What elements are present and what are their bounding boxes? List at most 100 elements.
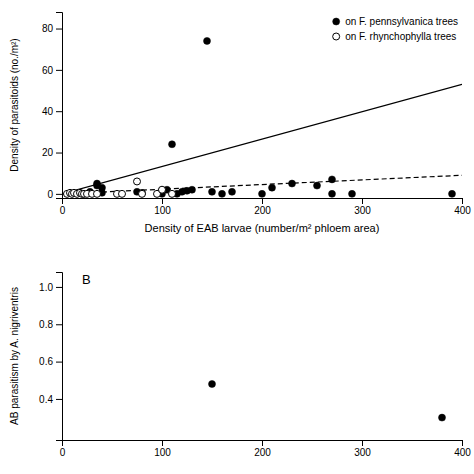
x-tick-label: 0	[60, 447, 66, 458]
y-tick-label: 60	[42, 65, 54, 76]
panel: 0 100 200 300 400 0.4 0.6 0.8 1.0 AB parasitism b…	[9, 272, 471, 458]
y-axis-title: AB parasitism by A. nigriventris	[9, 287, 20, 425]
x-tick-mark	[262, 198, 263, 204]
x-tick: 0	[60, 198, 66, 216]
panel-label: B	[82, 272, 91, 287]
x-axis: 0 100 200 300 400	[60, 440, 472, 458]
scatter-point	[209, 188, 216, 195]
y-tick-mark	[56, 324, 62, 325]
plot-area	[209, 381, 446, 422]
x-axis-title: Density of EAB larvae (number/m² phloem …	[145, 222, 380, 234]
legend-marker	[333, 33, 340, 40]
panel: 0 100 200 300 400 0 20 40 60 80 Density of EAB lar…	[9, 13, 471, 235]
y-tick-mark	[56, 111, 62, 112]
scatter-point	[99, 184, 106, 191]
scatter-point	[94, 190, 101, 197]
legend-label: on F. pennsylvanica trees	[345, 16, 458, 27]
y-tick-label: 1.0	[39, 282, 53, 293]
x-tick: 200	[254, 198, 271, 216]
x-tick-mark	[362, 198, 363, 204]
x-tick: 100	[154, 440, 171, 458]
x-tick: 400	[454, 440, 471, 458]
scatter-point	[349, 190, 356, 197]
scatter-point	[314, 182, 321, 189]
scatter-point	[289, 180, 296, 187]
y-axis-line	[56, 13, 63, 199]
x-tick-mark	[162, 198, 163, 204]
y-tick-label: 0.8	[39, 319, 53, 330]
x-tick-label: 400	[454, 447, 471, 458]
y-axis: 0.4 0.6 0.8 1.0	[39, 273, 62, 441]
x-tick-label: 200	[254, 447, 271, 458]
x-tick-label: 100	[154, 447, 171, 458]
x-tick-label: 400	[454, 205, 471, 216]
scatter-point	[159, 186, 166, 193]
plot-area	[62, 37, 462, 197]
x-axis-line	[63, 441, 463, 447]
x-tick: 200	[254, 440, 271, 458]
x-tick-label: 300	[354, 447, 371, 458]
scatter-point	[449, 190, 456, 197]
y-tick: 1.0	[39, 282, 62, 293]
y-tick-label: 0.4	[39, 394, 53, 405]
y-tick: 0.4	[39, 394, 62, 405]
legend: on F. pennsylvanica trees on F. rhynchoph…	[333, 16, 458, 42]
scatter-point	[139, 190, 146, 197]
x-tick-mark	[462, 198, 463, 204]
y-tick: 80	[42, 23, 62, 34]
y-tick-mark	[56, 29, 62, 30]
legend-item: on F. pennsylvanica trees	[333, 16, 458, 27]
x-tick: 400	[454, 198, 471, 216]
x-tick-mark	[162, 440, 163, 446]
x-tick-label: 0	[60, 205, 66, 216]
y-tick-label: 0.6	[39, 356, 53, 367]
x-tick: 300	[354, 198, 371, 216]
y-tick: 40	[42, 106, 62, 117]
x-tick-mark	[362, 440, 363, 446]
scatter-point	[169, 190, 176, 197]
y-axis-title: Density of parasitoids (no./m²)	[9, 38, 20, 171]
y-tick-mark	[56, 194, 62, 195]
x-tick: 300	[354, 440, 371, 458]
scatter-point	[329, 190, 336, 197]
scatter-point	[329, 176, 336, 183]
scatter-point	[219, 190, 226, 197]
x-tick-label: 200	[254, 205, 271, 216]
scatter-point	[439, 414, 446, 421]
y-tick-label: 40	[42, 106, 54, 117]
x-tick-label: 100	[154, 205, 171, 216]
scatter-point	[209, 381, 216, 388]
x-tick-mark	[462, 440, 463, 446]
x-axis-line	[63, 199, 463, 205]
regression-line	[62, 84, 462, 194]
x-tick-mark	[262, 440, 263, 446]
y-tick-mark	[56, 362, 62, 363]
scatter-point	[169, 141, 176, 148]
chart-canvas: 0 100 200 300 400 0 20 40 60 80 Density of EAB lar…	[0, 0, 474, 474]
scatter-point	[204, 37, 211, 44]
y-tick: 0.6	[39, 356, 62, 367]
scatter-point	[134, 178, 141, 185]
y-axis-line	[56, 273, 63, 441]
y-tick-mark	[56, 153, 62, 154]
scatter-point	[119, 190, 126, 197]
y-axis: 0 20 40 60 80	[42, 13, 63, 200]
y-tick: 0	[47, 189, 62, 200]
scatter-point	[189, 186, 196, 193]
y-tick: 60	[42, 65, 62, 76]
x-tick: 100	[154, 198, 171, 216]
y-tick-label: 20	[42, 147, 54, 158]
y-tick: 0.8	[39, 319, 62, 330]
y-tick-mark	[56, 399, 62, 400]
x-tick: 0	[60, 440, 66, 458]
y-tick-label: 0	[47, 189, 53, 200]
legend-label: on F. rhynchophylla trees	[345, 31, 456, 42]
scatter-point	[259, 190, 266, 197]
x-axis: 0 100 200 300 400	[60, 198, 472, 216]
legend-marker	[333, 18, 340, 25]
legend-item: on F. rhynchophylla trees	[333, 31, 457, 42]
y-tick-label: 80	[42, 23, 54, 34]
y-tick-mark	[56, 287, 62, 288]
scatter-point	[269, 184, 276, 191]
scatter-point	[229, 188, 236, 195]
